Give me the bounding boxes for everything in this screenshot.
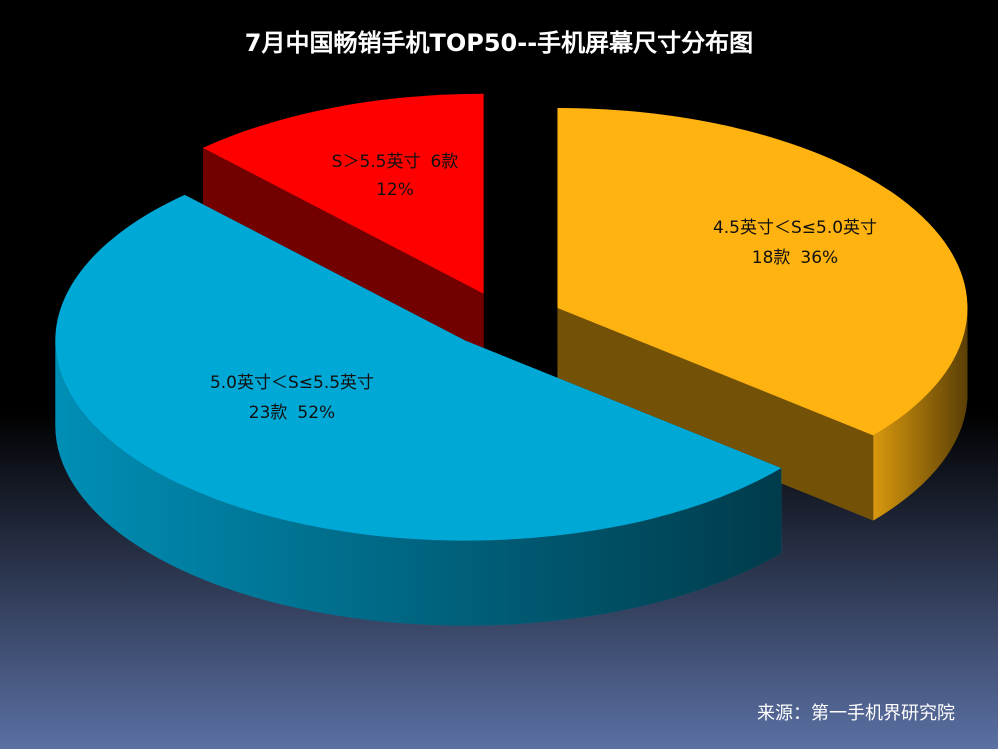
data-label: 12%: [376, 180, 414, 200]
data-label: 18款 36%: [752, 248, 838, 268]
slice-top: [55, 194, 782, 541]
slice-wall-shade: [873, 307, 968, 521]
chart-title: 7月中国畅销手机TOP50--手机屏幕尺寸分布图: [245, 29, 753, 57]
data-label: 4.5英寸＜S≤5.0英寸: [713, 218, 877, 238]
slice-side-shade: [557, 307, 874, 521]
data-label-part: 18款: [752, 248, 791, 268]
data-label-part: 4.5英寸＜S≤5.0英寸: [713, 218, 877, 238]
pie-slice: [55, 194, 782, 626]
data-label-part: 52%: [297, 403, 335, 423]
slice-wall-shade: [55, 340, 782, 626]
data-label-part: S＞5.5英寸: [332, 152, 421, 172]
source-note: 来源：第一手机界研究院: [757, 703, 955, 724]
data-label: 5.0英寸＜S≤5.5英寸: [210, 373, 374, 393]
data-label-part: 6款: [431, 152, 459, 172]
data-label-part: 23款: [249, 403, 288, 423]
data-label: S＞5.5英寸 6款: [332, 152, 459, 172]
data-label: 23款 52%: [249, 403, 335, 423]
slice-top: [202, 93, 484, 294]
data-label-part: 12%: [376, 180, 414, 200]
data-label-part: 5.0英寸＜S≤5.5英寸: [210, 373, 374, 393]
slice-top: [557, 107, 968, 436]
data-label-part: 36%: [800, 248, 838, 268]
pie-slice: [557, 107, 968, 521]
